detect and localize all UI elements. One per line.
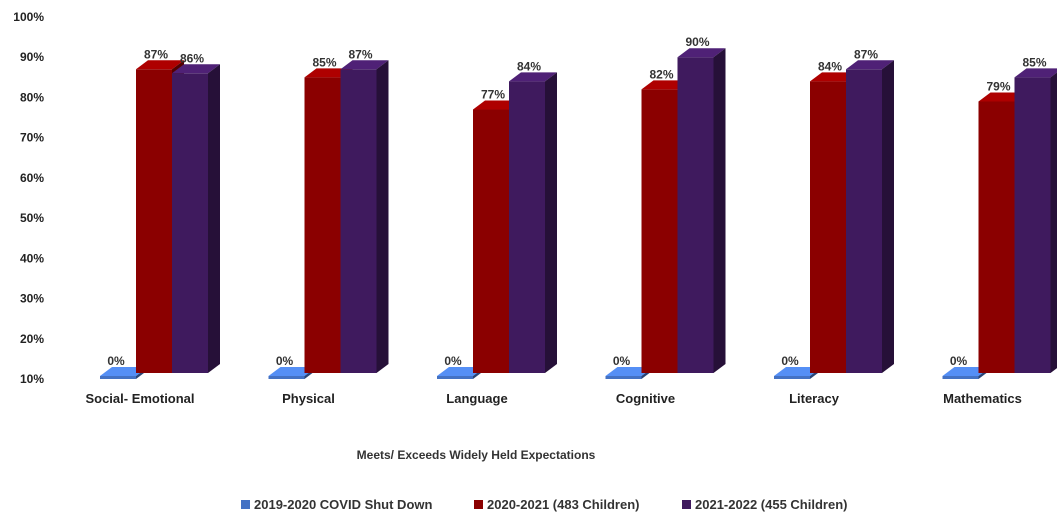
y-axis-ticks: 10% 20% 30% 40% 50% 60% 70% 80% 90% 100%	[13, 10, 44, 386]
category-label: Cognitive	[616, 391, 675, 406]
data-label: 87%	[854, 47, 878, 61]
data-label: 87%	[144, 47, 168, 61]
legend-label: 2020-2021 (483 Children)	[487, 497, 639, 512]
y-tick-label: 100%	[13, 10, 44, 24]
x-axis-title: Meets/ Exceeds Widely Held Expectations	[357, 448, 596, 462]
y-tick-label: 50%	[20, 211, 44, 225]
category-label: Language	[446, 391, 507, 406]
legend-swatch	[474, 500, 483, 509]
y-tick-label: 90%	[20, 50, 44, 64]
legend-item: 2019-2020 COVID Shut Down	[241, 497, 432, 512]
y-tick-label: 10%	[20, 372, 44, 386]
y-tick-label: 70%	[20, 131, 44, 145]
data-label: 82%	[649, 67, 673, 81]
data-label: 87%	[348, 47, 372, 61]
bar	[677, 48, 726, 373]
data-label: 90%	[685, 35, 709, 49]
bar	[1014, 68, 1057, 373]
legend-swatch	[241, 500, 250, 509]
data-label: 86%	[180, 51, 204, 65]
data-label: 85%	[1022, 55, 1046, 69]
legend: 2019-2020 COVID Shut Down 2020-2021 (483 …	[241, 497, 847, 512]
bar	[172, 64, 220, 374]
legend-item: 2021-2022 (455 Children)	[682, 497, 847, 512]
data-label: 85%	[312, 55, 336, 69]
bar	[509, 72, 557, 373]
data-label: 84%	[517, 59, 541, 73]
bar	[846, 60, 894, 374]
legend-item: 2020-2021 (483 Children)	[474, 497, 639, 512]
data-label: 0%	[950, 354, 968, 368]
data-label: 0%	[444, 354, 462, 368]
category-label: Social- Emotional	[85, 391, 194, 406]
y-tick-label: 30%	[20, 292, 44, 306]
bars-group: 0% 87% 86% 0% 85% 87% 0% 77% 84% 0% 82% 90% 0% 84% 87%…	[100, 35, 1057, 379]
category-label: Literacy	[789, 391, 840, 406]
data-label: 0%	[613, 354, 631, 368]
y-tick-label: 80%	[20, 90, 44, 104]
data-label: 77%	[481, 88, 505, 102]
data-label: 0%	[781, 354, 799, 368]
legend-label: 2019-2020 COVID Shut Down	[254, 497, 432, 512]
y-tick-label: 40%	[20, 251, 44, 265]
data-label: 0%	[107, 354, 125, 368]
data-label: 84%	[818, 59, 842, 73]
category-labels: Social- Emotional Physical Language Cogniti…	[85, 391, 1021, 406]
legend-label: 2021-2022 (455 Children)	[695, 497, 847, 512]
data-label: 79%	[986, 79, 1010, 93]
legend-swatch	[682, 500, 691, 509]
bar	[340, 60, 389, 374]
y-tick-label: 20%	[20, 332, 44, 346]
y-tick-label: 60%	[20, 171, 44, 185]
category-label: Physical	[282, 391, 335, 406]
category-label: Mathematics	[943, 391, 1022, 406]
data-label: 0%	[276, 354, 294, 368]
